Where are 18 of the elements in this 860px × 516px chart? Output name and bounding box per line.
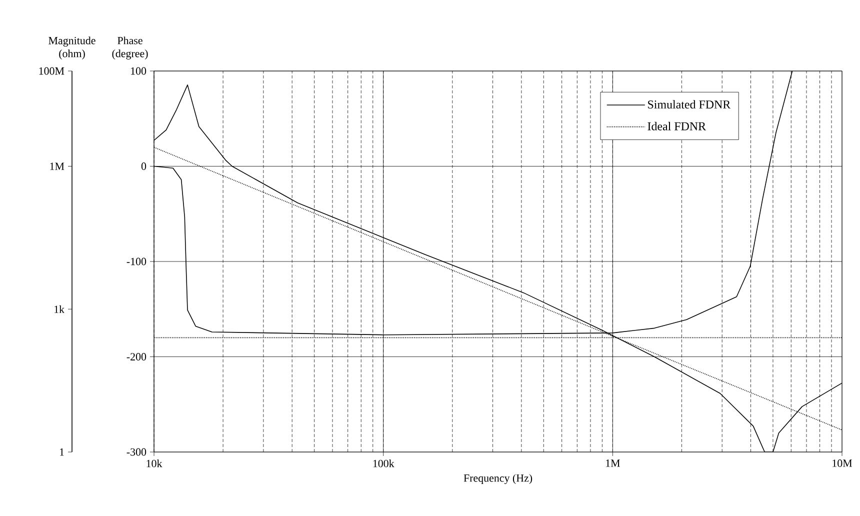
y2-tick-label: 100 <box>131 67 146 75</box>
y2-tick-label: -200 <box>126 353 146 360</box>
x-axis-title: Frequency (Hz) <box>464 474 532 484</box>
x-tick-label: 100k <box>373 460 394 468</box>
x-tick-label: 10M <box>832 460 852 467</box>
y2-tick-label: 0 <box>141 162 146 170</box>
y-tick-label: 1M <box>50 162 64 170</box>
y2-tick-label: -300 <box>126 448 146 456</box>
y-axis-title: Magnitude (ohm) <box>48 36 96 60</box>
legend-label: Ideal FDNR <box>648 122 706 130</box>
y2-axis-title: Phase (degree) <box>112 36 148 60</box>
legend-label: Simulated FDNR <box>648 100 731 109</box>
y-tick-label: 1k <box>54 305 64 313</box>
y-tick-label: 100M <box>39 67 64 75</box>
y2-tick-label: -100 <box>126 258 146 266</box>
y-tick-label: 1 <box>60 448 64 456</box>
x-tick-label: 1M <box>606 460 620 467</box>
x-tick-label: 10k <box>146 460 162 468</box>
